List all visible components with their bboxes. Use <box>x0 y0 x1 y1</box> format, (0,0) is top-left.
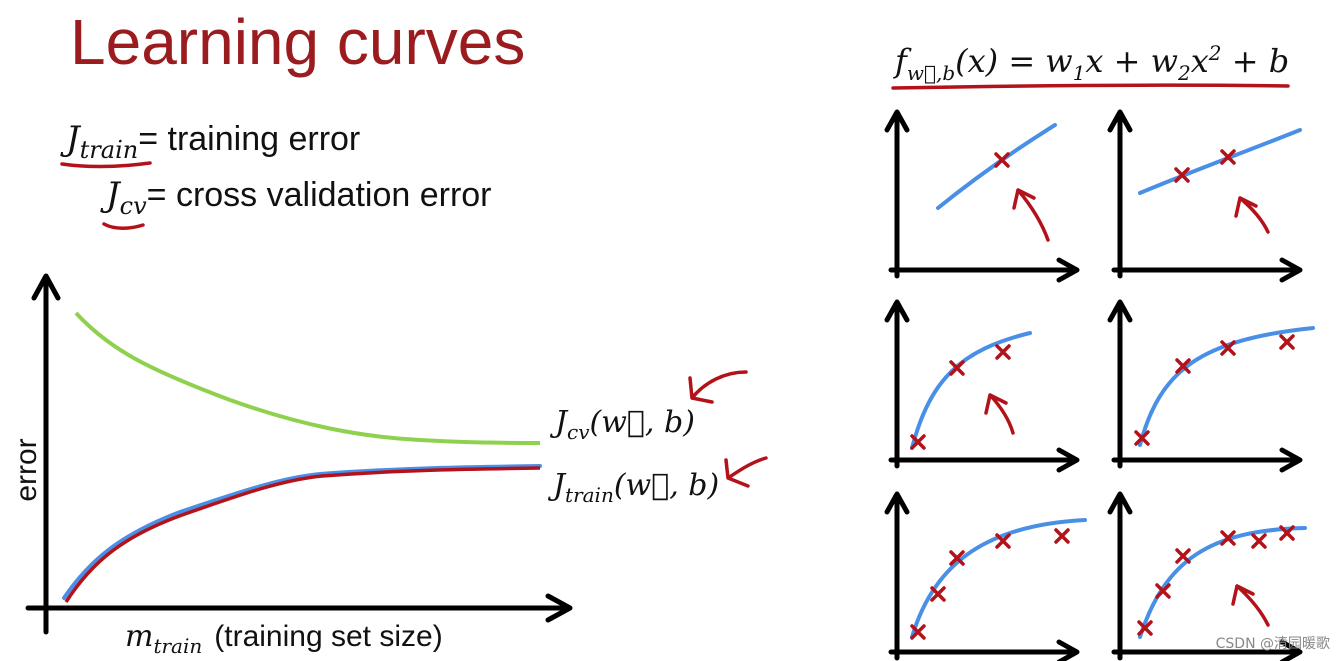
training-example <box>1175 358 1191 374</box>
subscript: train <box>153 634 202 658</box>
subscript: train <box>80 136 139 164</box>
training-example <box>930 586 946 602</box>
training-example <box>1134 430 1150 446</box>
formula-text: + b <box>1222 42 1290 80</box>
y-axis <box>1107 299 1133 469</box>
model-formula: fw⃗,b(x) = w1x + w2x2 + b <box>893 41 1289 85</box>
training-example <box>1137 620 1153 636</box>
subscript: w⃗,b <box>907 61 955 85</box>
formula-text: x + w <box>1085 42 1178 80</box>
fit-curve <box>1138 128 1302 195</box>
annotation-arrow <box>688 370 748 404</box>
cv-curve <box>74 311 541 445</box>
symbol: J <box>547 468 567 503</box>
curve-label: Jtrain(w⃗, b) <box>547 468 719 507</box>
annotation-arrow <box>724 456 768 488</box>
x-axis <box>888 257 1080 283</box>
definition: Jtrain= training error <box>60 119 360 164</box>
training-example <box>1220 530 1236 546</box>
training-example <box>1279 525 1295 541</box>
subscript: train <box>565 483 614 507</box>
formula-text: (x) = w <box>955 42 1073 80</box>
underline <box>60 161 152 169</box>
fit-panel <box>1107 299 1315 473</box>
annotation-arrow <box>1231 584 1270 627</box>
x-axis <box>1111 639 1303 661</box>
x-axis <box>1111 257 1303 283</box>
training-example <box>949 550 965 566</box>
args: (w⃗, b) <box>590 405 695 440</box>
watermark: CSDN @清园暖歌 <box>1216 636 1330 652</box>
subscript: 2 <box>1177 61 1191 85</box>
underline <box>102 222 145 230</box>
training-example <box>1220 149 1236 165</box>
x-label-text: (training set size) <box>214 620 442 653</box>
definition: Jcv= cross validation error <box>100 175 492 220</box>
slide-title: Learning curves <box>70 6 525 78</box>
y-axis-label: error <box>10 438 43 501</box>
curve-label: Jcv(w⃗, b) <box>549 405 695 444</box>
fit-panel <box>1107 109 1303 283</box>
fit-curve <box>1138 326 1315 447</box>
symbol: J <box>60 119 82 159</box>
training-example <box>1251 533 1267 549</box>
training-example <box>1155 583 1171 599</box>
training-example <box>1054 528 1070 544</box>
definition-text: = cross validation error <box>147 176 492 214</box>
annotation-arrow <box>984 393 1015 435</box>
definition-text: = training error <box>138 120 360 158</box>
y-axis <box>884 109 910 279</box>
fit-curve <box>910 518 1087 639</box>
subscript: 1 <box>1073 61 1086 85</box>
underline <box>891 83 1290 90</box>
y-axis <box>1107 109 1133 279</box>
train-curve <box>64 466 541 603</box>
args: (w⃗, b) <box>614 468 719 503</box>
x-axis <box>888 447 1080 473</box>
training-example <box>1279 334 1295 350</box>
training-example <box>1174 167 1190 183</box>
x-axis-label: mtrain (training set size) <box>125 619 443 658</box>
x-axis <box>1111 447 1303 473</box>
fit-panel <box>884 109 1080 283</box>
superscript: 2 <box>1208 41 1222 65</box>
training-example <box>994 152 1010 168</box>
fit-panel <box>884 491 1087 661</box>
training-example <box>910 624 926 640</box>
training-example <box>1220 340 1236 356</box>
fit-panel <box>884 299 1080 473</box>
y-axis <box>884 491 910 661</box>
annotation-arrow <box>1012 188 1050 242</box>
y-axis <box>884 299 910 469</box>
fit-panel <box>1107 491 1307 661</box>
train-curve <box>62 464 542 600</box>
symbol: m <box>125 619 153 654</box>
learning-curve-plot: error mtrain (training set size) Jcv(w⃗, … <box>10 273 768 658</box>
training-example <box>910 434 926 450</box>
x-axis <box>888 639 1080 661</box>
subscript: cv <box>567 420 590 444</box>
formula-text: x <box>1191 42 1209 80</box>
training-example <box>995 533 1011 549</box>
symbol: J <box>100 175 122 215</box>
fit-panels <box>884 109 1315 661</box>
training-example <box>949 360 965 376</box>
x-axis <box>25 593 573 623</box>
training-example <box>1175 548 1191 564</box>
training-example <box>995 344 1011 360</box>
subscript: cv <box>120 192 147 220</box>
fit-curve <box>1138 526 1307 639</box>
y-axis <box>31 273 61 635</box>
annotation-arrow <box>1234 196 1270 234</box>
symbol: J <box>549 405 569 440</box>
y-axis <box>1107 491 1133 661</box>
